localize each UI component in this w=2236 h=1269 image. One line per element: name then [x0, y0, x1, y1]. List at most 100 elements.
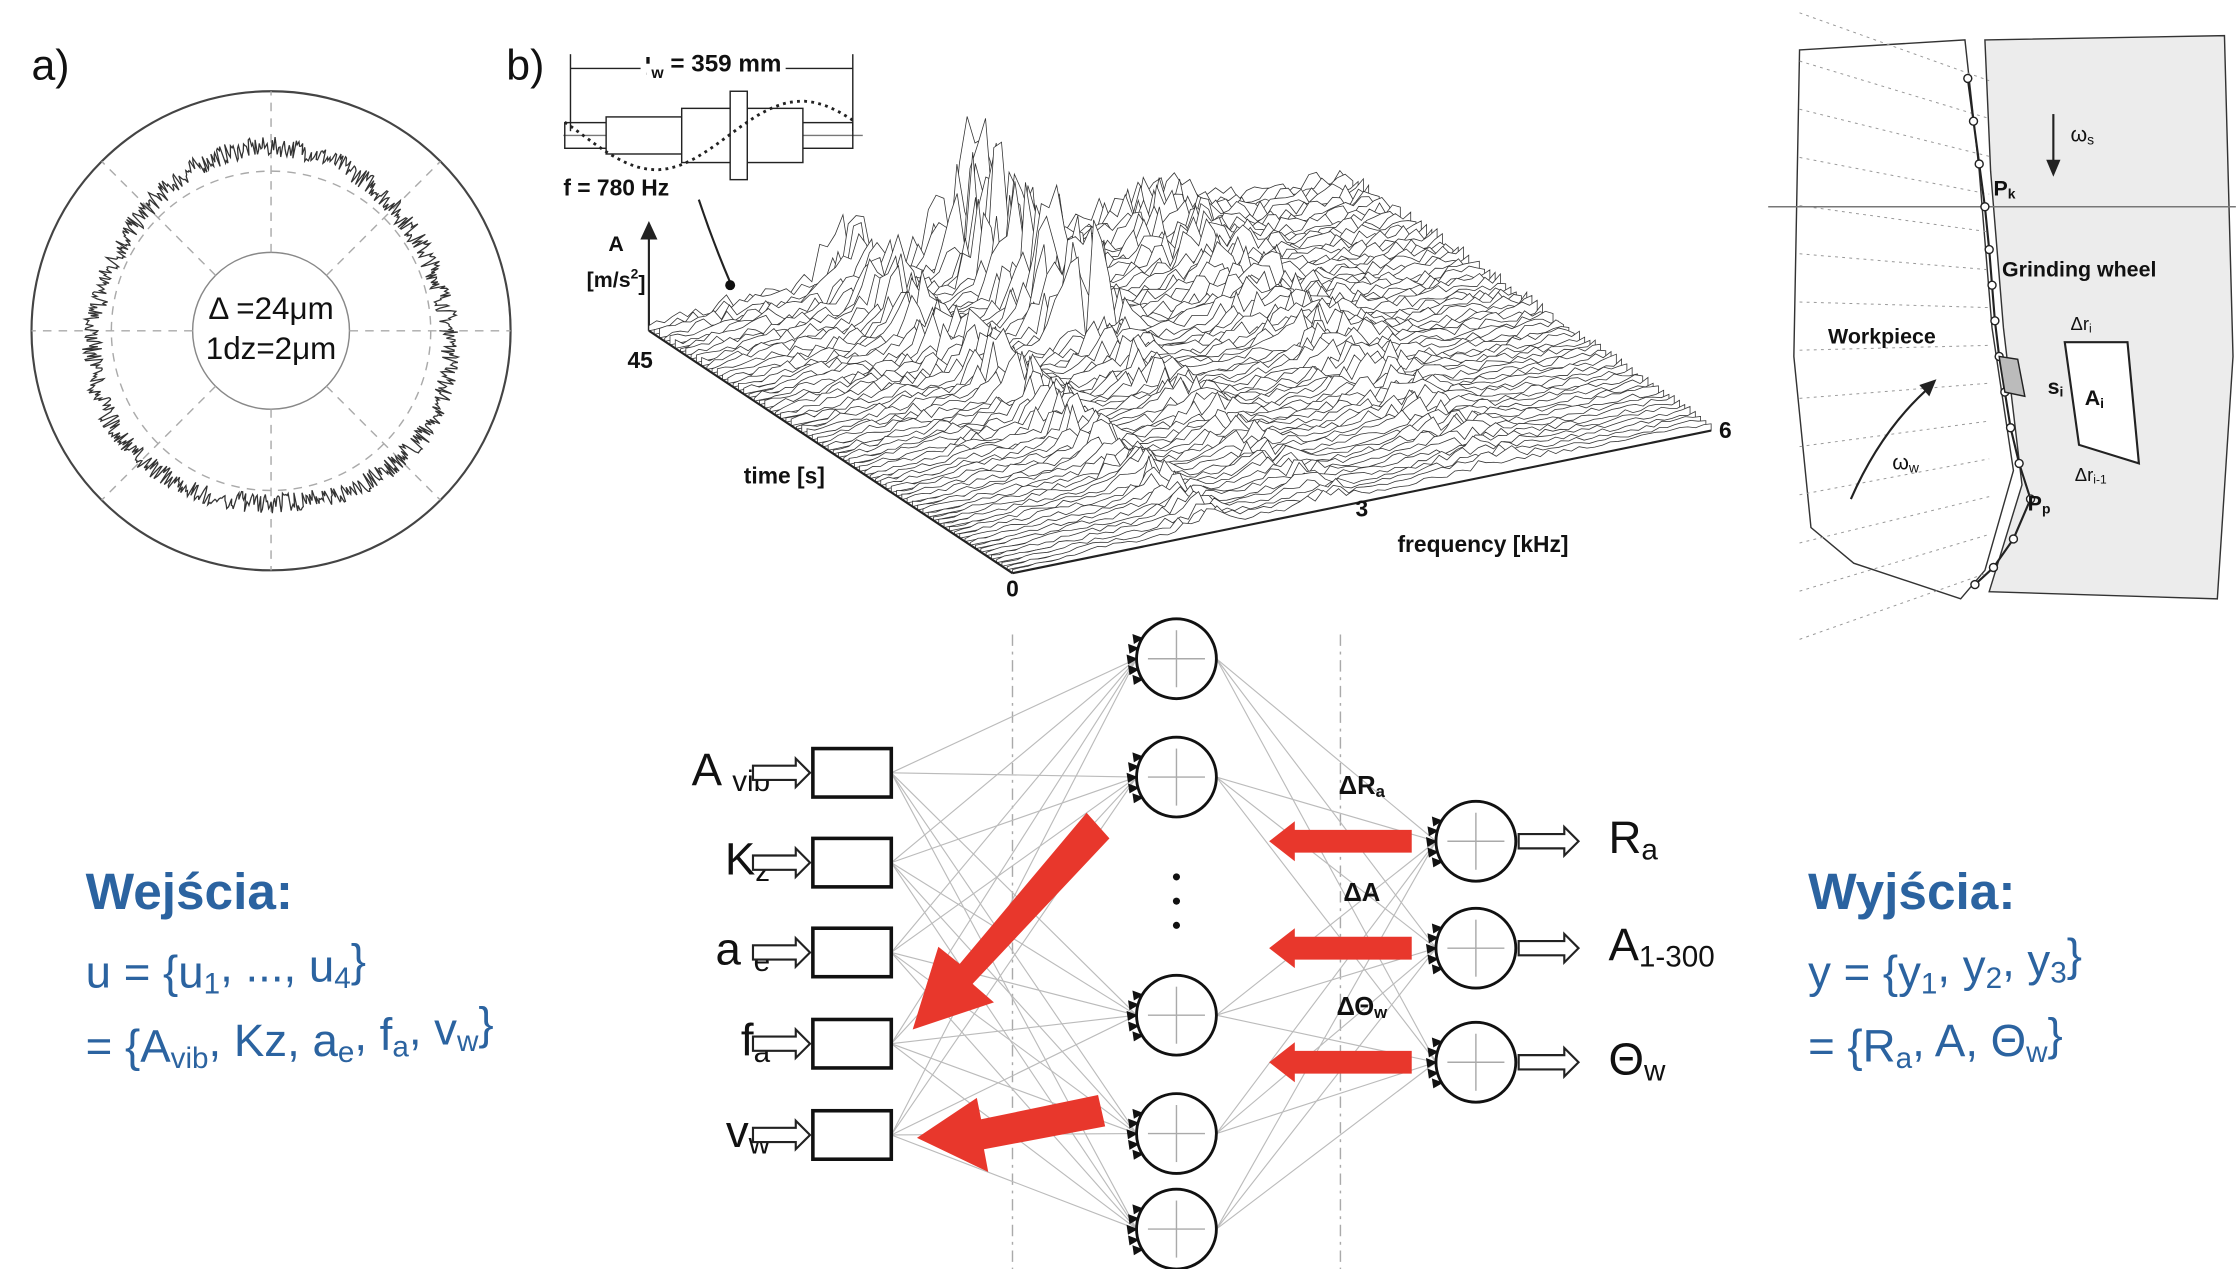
profile-node	[1981, 203, 1989, 211]
frequency-note: f = 780 Hz	[563, 175, 669, 201]
error-arrow	[1269, 821, 1412, 861]
subscript: i	[2089, 321, 2092, 335]
profile-node	[1985, 246, 1993, 254]
text-part: , Kz, a	[209, 1015, 339, 1066]
connection	[891, 777, 1136, 863]
region-label: Grinding wheel	[2002, 258, 2156, 282]
input-node	[813, 1019, 891, 1067]
subscript: w	[456, 1025, 479, 1058]
workpiece	[1794, 40, 2014, 599]
element-label: Δri	[2070, 313, 2091, 336]
text-part: A	[2085, 386, 2100, 410]
text-part: [m/s	[587, 268, 631, 292]
connection	[891, 773, 1136, 1015]
text-part: , f	[354, 1009, 392, 1060]
subscript: i	[2060, 383, 2064, 399]
note-title: Wejścia:	[86, 863, 293, 920]
text-part: y = {y	[1808, 946, 1921, 997]
profile-node	[1970, 117, 1978, 125]
text-part: }	[2048, 1009, 2063, 1060]
beam-section	[606, 117, 684, 154]
subscript: vib	[171, 1042, 209, 1075]
subscript: 4	[334, 962, 350, 995]
text-part: ω	[2070, 122, 2087, 146]
panel-label: b)	[506, 42, 544, 90]
radial-line	[327, 161, 441, 275]
text-part: }	[478, 998, 493, 1049]
profile-node	[2007, 424, 2015, 432]
profile-node	[2015, 459, 2023, 467]
radial-line	[102, 386, 216, 500]
connection	[1216, 659, 1436, 1063]
subscript: i	[2100, 395, 2104, 411]
profile-node	[1991, 317, 1999, 325]
subscript: i-1	[2093, 473, 2107, 487]
note-title: Wyjścia:	[1808, 863, 2015, 920]
ellipsis-dot	[1173, 873, 1180, 880]
text-part: , v	[409, 1004, 457, 1055]
time-tick-label: 45	[628, 347, 654, 373]
subscript: w	[1373, 1003, 1387, 1022]
text-part: P	[1993, 176, 2007, 200]
text-part: = 359 mm	[664, 51, 782, 78]
origin-label: 0	[1006, 575, 1019, 601]
output-label: Ra	[1608, 812, 1658, 866]
connection	[1216, 1062, 1436, 1229]
axis-label: time [s]	[744, 463, 825, 489]
connection	[1216, 948, 1436, 1133]
subscript: w	[2025, 1036, 2048, 1069]
text-part: u = {u	[86, 946, 204, 997]
text-part: A	[1608, 919, 1639, 970]
text-part: }	[2067, 930, 2082, 981]
text-part: , A, Θ	[1912, 1015, 2026, 1066]
subscript: w	[1643, 1054, 1666, 1087]
leader-dot	[725, 280, 735, 290]
text-part: ΔΘ	[1336, 993, 1374, 1021]
radial-line	[327, 386, 441, 500]
annotation: 1dz=2μm	[206, 331, 337, 366]
input-node	[813, 928, 891, 976]
region-label: Workpiece	[1828, 325, 1936, 349]
beam-collar	[730, 91, 747, 179]
axis-label: A	[608, 232, 623, 256]
connection	[1216, 777, 1436, 1062]
profile-node	[1975, 160, 1983, 168]
text-part: , y	[2002, 935, 2050, 986]
error-label: ΔA	[1343, 879, 1380, 907]
figure: a) Δ =24μm 1dz=2μm b) lw = 359 mm f = 780 Hz A…	[0, 0, 2236, 1269]
text-part: Θ	[1608, 1033, 1643, 1084]
signal-arrow	[1519, 1048, 1579, 1077]
ellipsis-dot	[1173, 898, 1180, 905]
connection	[1216, 841, 1436, 1015]
output-label: Θw	[1608, 1033, 1665, 1087]
text-part: A	[692, 744, 733, 795]
error-label: ΔRa	[1339, 772, 1386, 801]
connection	[891, 659, 1136, 1135]
text-part: ω	[1892, 450, 1909, 474]
note-vector: u = {u1, ..., u4}	[86, 935, 366, 1000]
signal-arrow	[1519, 827, 1579, 856]
note-set: = {Ra, A, Θw}	[1808, 1009, 2063, 1074]
grinding-wheel	[1985, 36, 2233, 599]
error-label: ΔΘw	[1336, 993, 1387, 1022]
input-node	[813, 838, 891, 886]
profile-node	[1988, 281, 1996, 289]
beam-length: lw = 359 mm	[645, 51, 782, 82]
connection	[1216, 948, 1436, 1229]
profile-node	[2009, 535, 2017, 543]
subscript: k	[2008, 185, 2016, 201]
profile-node	[1964, 74, 1972, 82]
subscript: a	[392, 1030, 409, 1063]
input-node	[813, 749, 891, 797]
ellipsis-dot	[1173, 922, 1180, 929]
text-part: v	[726, 1106, 749, 1157]
text-part: = {R	[1808, 1020, 1895, 1071]
text-part: K	[725, 834, 755, 885]
output-label: A1-300	[1608, 919, 1714, 973]
panel-label: a)	[32, 42, 70, 90]
annotation: Δ =24μm	[208, 291, 333, 326]
subscript: a	[1896, 1042, 1913, 1075]
leader-line	[699, 200, 730, 283]
radial-line	[102, 161, 216, 275]
subscript: e	[338, 1036, 355, 1069]
